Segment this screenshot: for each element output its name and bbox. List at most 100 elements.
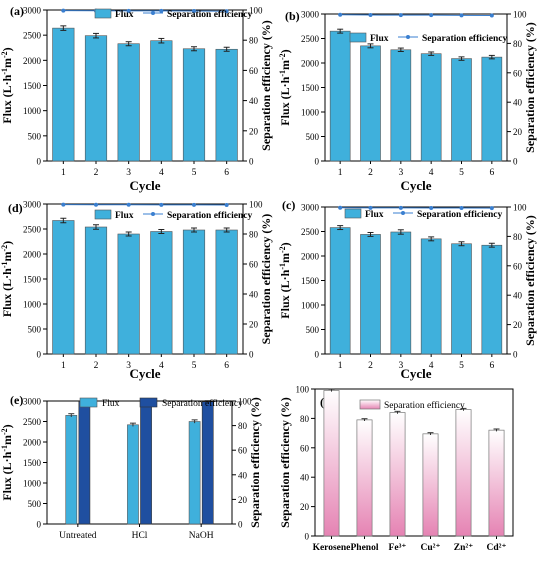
y-tick-label: 2500	[301, 227, 320, 237]
y2-tick-label: 40	[249, 96, 259, 106]
y-tick-label: 80	[300, 414, 310, 424]
panel-c: 0 500 1000 1500 2000 2500 3000 Flux (L·h-1m-2) 0…	[278, 198, 537, 381]
y2-tick-label: 60	[513, 261, 523, 271]
flux-bar	[481, 244, 503, 355]
y-axis-title: Flux (L·h-1m-2)	[278, 242, 292, 318]
x-axis-title: Cycle	[400, 366, 431, 381]
y-tick-label: 0	[37, 157, 42, 167]
bar	[455, 409, 472, 537]
panel-label: (c)	[282, 198, 295, 212]
x-tick-label: NaOH	[189, 531, 214, 541]
y-tick-label: 0	[315, 157, 320, 167]
legend-swatch-efficiency	[139, 397, 158, 408]
flux-bar	[52, 220, 75, 355]
efficiency-point	[489, 13, 494, 18]
x-tick-label: Phenol	[351, 543, 379, 553]
flux-bar	[420, 238, 442, 355]
panel-label: (d)	[8, 201, 23, 215]
plot-frame	[324, 206, 508, 355]
x-tick-label: 1	[61, 168, 66, 178]
efficiency-point	[398, 13, 403, 18]
y-axis-title: Flux (L·h-1m-2)	[0, 47, 14, 123]
y2-tick-label: 40	[513, 98, 523, 108]
y2-tick-label: 20	[513, 320, 523, 330]
efficiency-point	[224, 9, 229, 14]
y-tick-label: 3000	[23, 397, 42, 407]
efficiency-point	[459, 13, 464, 18]
panel-f: 0 20 40 60 80 100 Separation efficiency (%) Ker…	[278, 385, 514, 553]
flux-bar	[360, 45, 381, 162]
x-tick-label: 4	[159, 168, 164, 178]
y-tick-label: 60	[300, 443, 310, 453]
flux-bar	[390, 49, 412, 162]
y-tick-label: 1000	[23, 106, 42, 116]
x-tick-label: Fe³⁺	[389, 543, 407, 553]
x-tick-label: 3	[126, 168, 131, 178]
x-tick-label: 5	[459, 361, 464, 371]
efficiency-point	[192, 202, 196, 207]
legend-label-efficiency: Separation efficiency	[417, 210, 502, 220]
panel-label: (a)	[10, 4, 24, 18]
x-tick-label: 2	[368, 361, 373, 371]
legend-swatch-flux	[94, 209, 112, 220]
efficiency-point	[429, 206, 434, 211]
efficiency-point	[94, 202, 98, 207]
y-tick-label: 0	[305, 532, 310, 542]
x-tick-label: 5	[192, 361, 197, 371]
x-tick-label: 4	[429, 168, 434, 178]
x-tick-label: 5	[192, 168, 197, 178]
flux-bar	[451, 243, 472, 355]
y2-tick-label: 40	[238, 470, 248, 480]
x-tick-label: 1	[61, 361, 66, 371]
legend-swatch-flux	[344, 208, 362, 219]
y2-tick-label: 60	[249, 260, 259, 270]
y2-tick-label: 100	[513, 203, 527, 213]
efficiency-point	[61, 8, 66, 13]
flux-bar	[65, 415, 78, 525]
y2-tick-label: 80	[513, 39, 523, 49]
y-tick-label: 2000	[23, 56, 42, 66]
panel-label: (b)	[285, 9, 300, 23]
bar	[323, 390, 340, 537]
flux-bar	[84, 226, 108, 355]
legend-label-flux: Flux	[370, 34, 389, 44]
y2-tick-label: 20	[513, 127, 523, 137]
y2-tick-label: 0	[513, 350, 518, 360]
legend-swatch-flux	[94, 8, 112, 19]
bar	[356, 419, 373, 537]
y2-tick-label: 0	[238, 520, 243, 530]
legend-marker-efficiency	[401, 211, 405, 215]
y2-tick-label: 80	[249, 36, 259, 46]
y2-tick-label: 100	[249, 200, 263, 210]
panel-a: 0 500 1000 1500 2000 2500 3000 Flux (L·h-1m-2) 0…	[0, 4, 273, 193]
y-tick-label: 500	[306, 132, 320, 142]
y2-tick-label: 40	[249, 290, 259, 300]
panel-b: 0 500 1000 1500 2000 2500 3000 Flux (L·h-1m-2) 0…	[278, 9, 537, 193]
flux-bar	[84, 35, 108, 162]
flux-bar	[481, 56, 503, 162]
legend-swatch-flux	[79, 397, 98, 408]
plot-frame	[46, 203, 244, 355]
y-tick-label: 2500	[23, 417, 42, 427]
y2-axis-title: Separation efficiency (%)	[523, 22, 537, 153]
y-tick-label: 2000	[301, 252, 320, 262]
y-tick-label: 1500	[23, 458, 42, 468]
y-tick-label: 2500	[301, 34, 320, 44]
efficiency-bar	[78, 401, 91, 525]
y-tick-label: 40	[300, 473, 310, 483]
flux-bar	[182, 48, 206, 162]
efficiency-point	[429, 13, 434, 18]
x-tick-label: 6	[489, 168, 494, 178]
flux-bar	[182, 229, 206, 355]
legend-label-flux: Flux	[102, 399, 120, 409]
legend-label-efficiency: Separation efficiency	[167, 10, 252, 20]
y2-tick-label: 20	[238, 495, 248, 505]
efficiency-point	[459, 206, 464, 211]
y-tick-label: 1000	[23, 300, 42, 310]
y2-tick-label: 100	[249, 6, 263, 16]
y-tick-label: 2500	[23, 225, 42, 235]
x-tick-label: 3	[398, 361, 403, 371]
efficiency-point	[224, 203, 229, 208]
flux-bar	[117, 233, 140, 355]
